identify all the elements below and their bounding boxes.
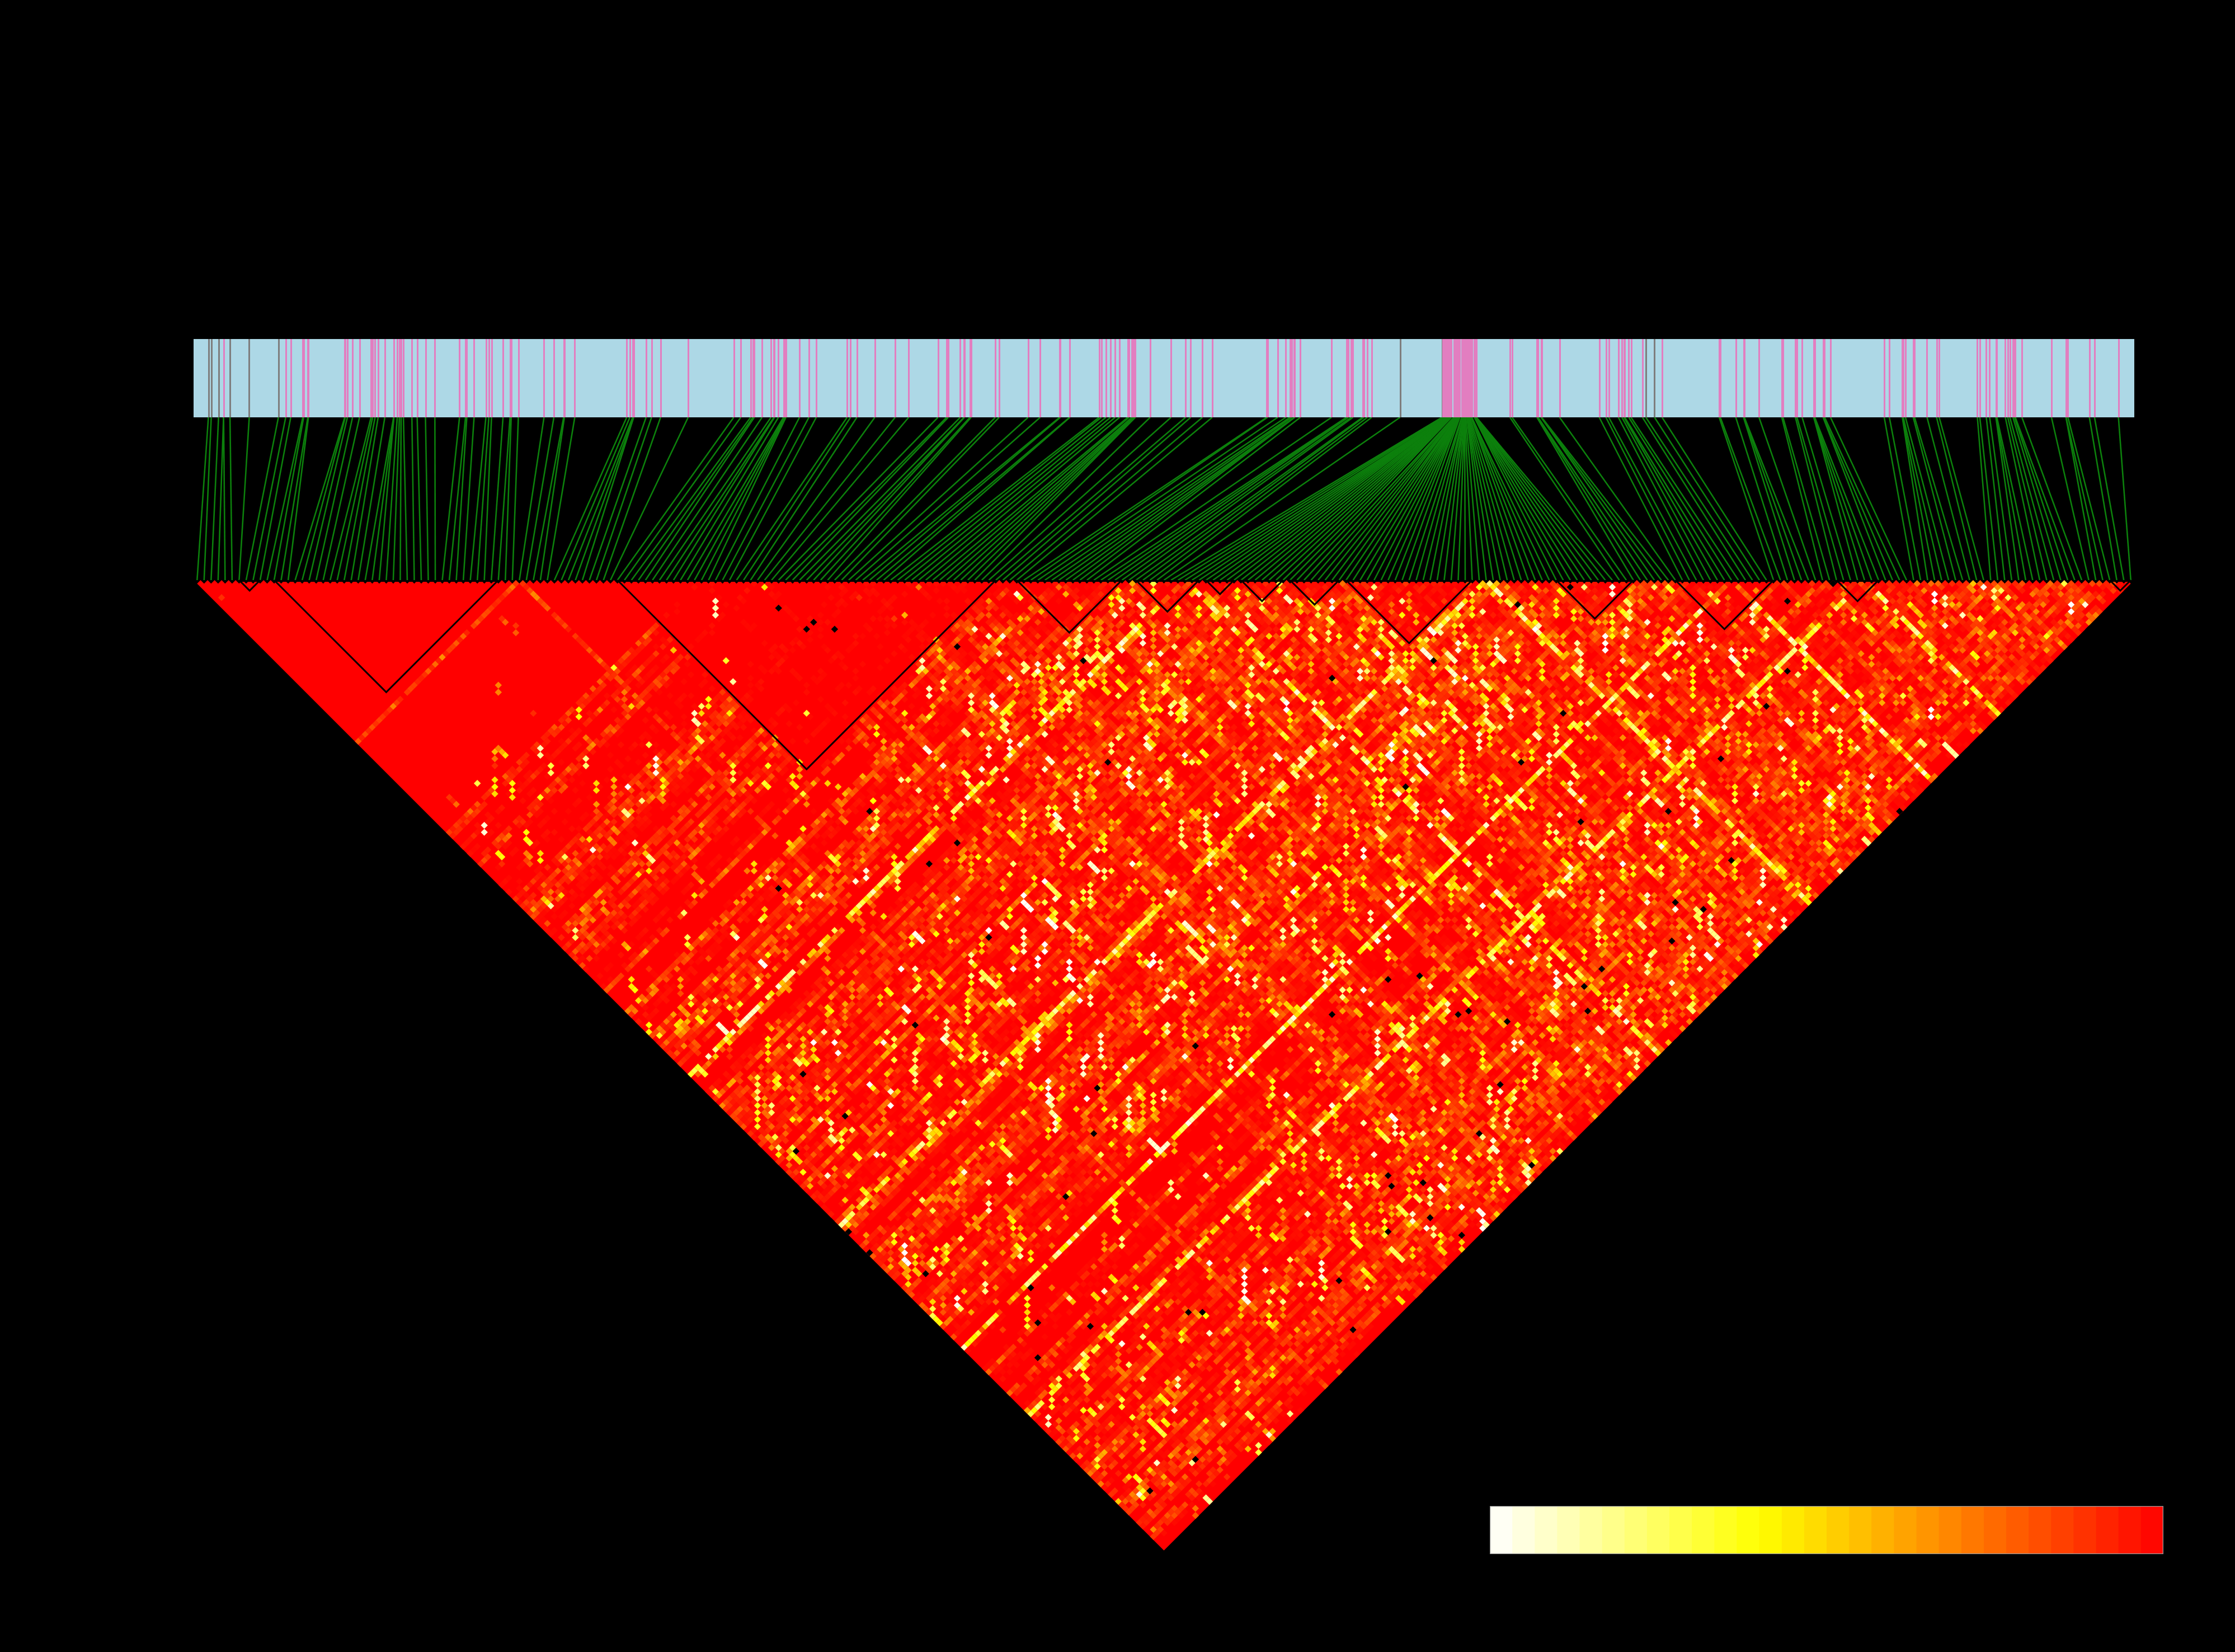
snp-map-fan-lines: [194, 417, 2134, 580]
ld-heatmap-figure: [0, 0, 2235, 1652]
ld-triangle-heatmap: [192, 578, 2136, 1552]
color-key-gradient: [1490, 1506, 2163, 1554]
genomic-position-bar: [194, 339, 2134, 417]
